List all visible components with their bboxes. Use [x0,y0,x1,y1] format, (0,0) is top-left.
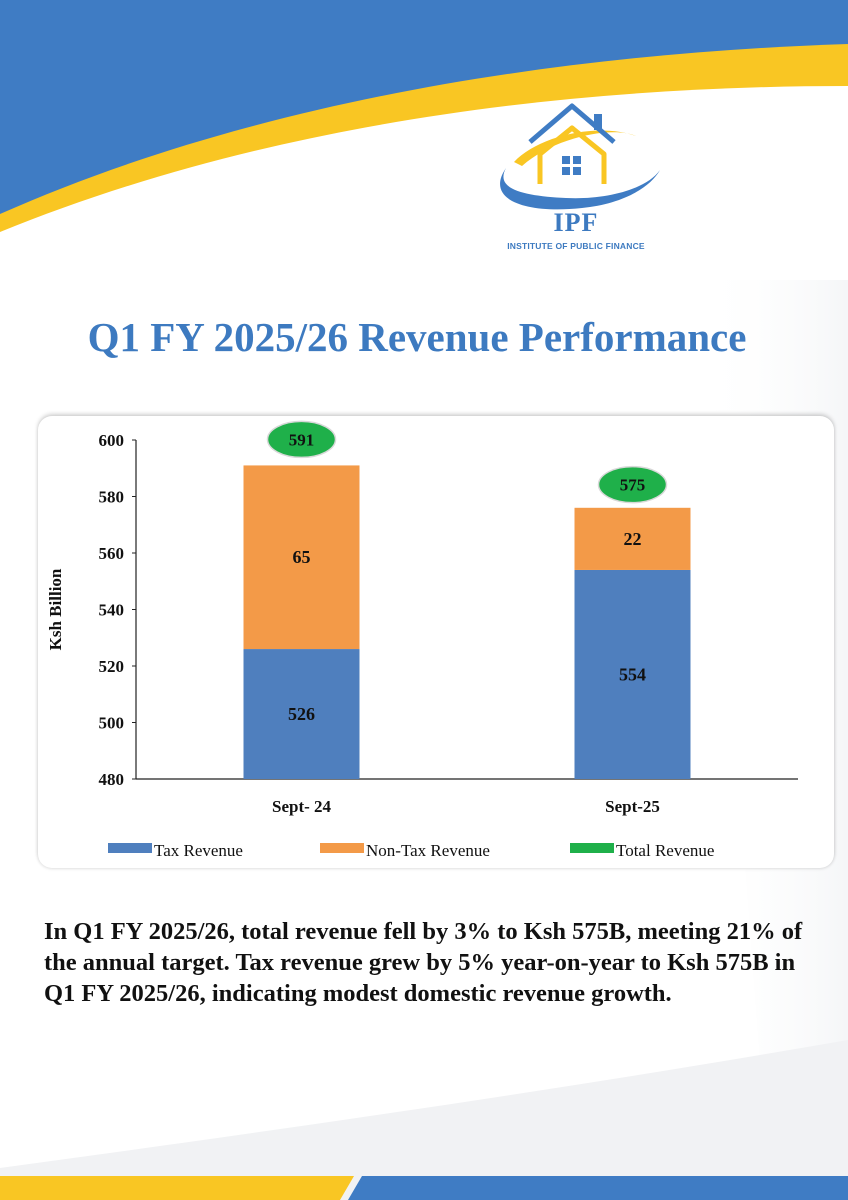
summary-text: In Q1 FY 2025/26, total revenue fell by … [44,918,803,1007]
footer-gold-band [0,1176,354,1200]
bar-segment [243,465,360,650]
footer-gray-swoosh [0,1040,848,1200]
y-tick-label: 600 [99,431,125,450]
y-axis-title: Ksh Billion [46,568,65,650]
logo-window-icon [562,156,581,175]
total-marker [266,420,337,459]
logo-house-inner-icon [537,125,607,184]
header-white-curve [0,86,848,300]
page-title: Q1 FY 2025/26 Revenue Performance [87,314,747,360]
total-value-label: 591 [289,430,315,449]
bar-segment [574,569,691,779]
y-tick-label: 500 [99,714,125,733]
chart-card: 480 500 520 540 560 580 600 Ksh Billion 526 65 591… [38,416,834,868]
footer-blue-band [348,1176,848,1200]
logo-blue-swoosh-icon [500,168,660,210]
logo-gold-swoosh-icon [514,130,636,166]
legend-label: Total Revenue [616,841,714,860]
legend-swatch [108,843,152,853]
x-tick-label: Sept- 24 [272,797,332,816]
bar-value-label: 22 [624,529,642,549]
bar-value-label: 554 [619,664,646,684]
logo-chimney-icon [594,114,602,130]
revenue-chart: 480 500 520 540 560 580 600 Ksh Billion 526 65 591… [46,420,798,860]
legend-label: Non-Tax Revenue [366,841,490,860]
legend-swatch [320,843,364,853]
bar-segment [574,507,691,570]
y-tick-label: 480 [99,770,125,789]
y-tick-label: 560 [99,544,125,563]
legend-label: Tax Revenue [154,841,243,860]
bar-segment [243,649,360,779]
y-tick-label: 580 [99,488,125,507]
total-value-label: 575 [620,476,646,495]
y-tick-label: 540 [99,601,125,620]
logo-subtitle: INSTITUTE OF PUBLIC FINANCE [507,241,645,251]
x-tick-label: Sept-25 [605,797,660,816]
y-tick-label: 520 [99,657,125,676]
bar-value-label: 526 [288,704,315,724]
ipf-logo [500,103,660,210]
legend-swatch [570,843,614,853]
total-marker [597,465,668,504]
logo-wordmark: IPF [553,208,599,237]
bar-value-label: 65 [293,547,311,567]
